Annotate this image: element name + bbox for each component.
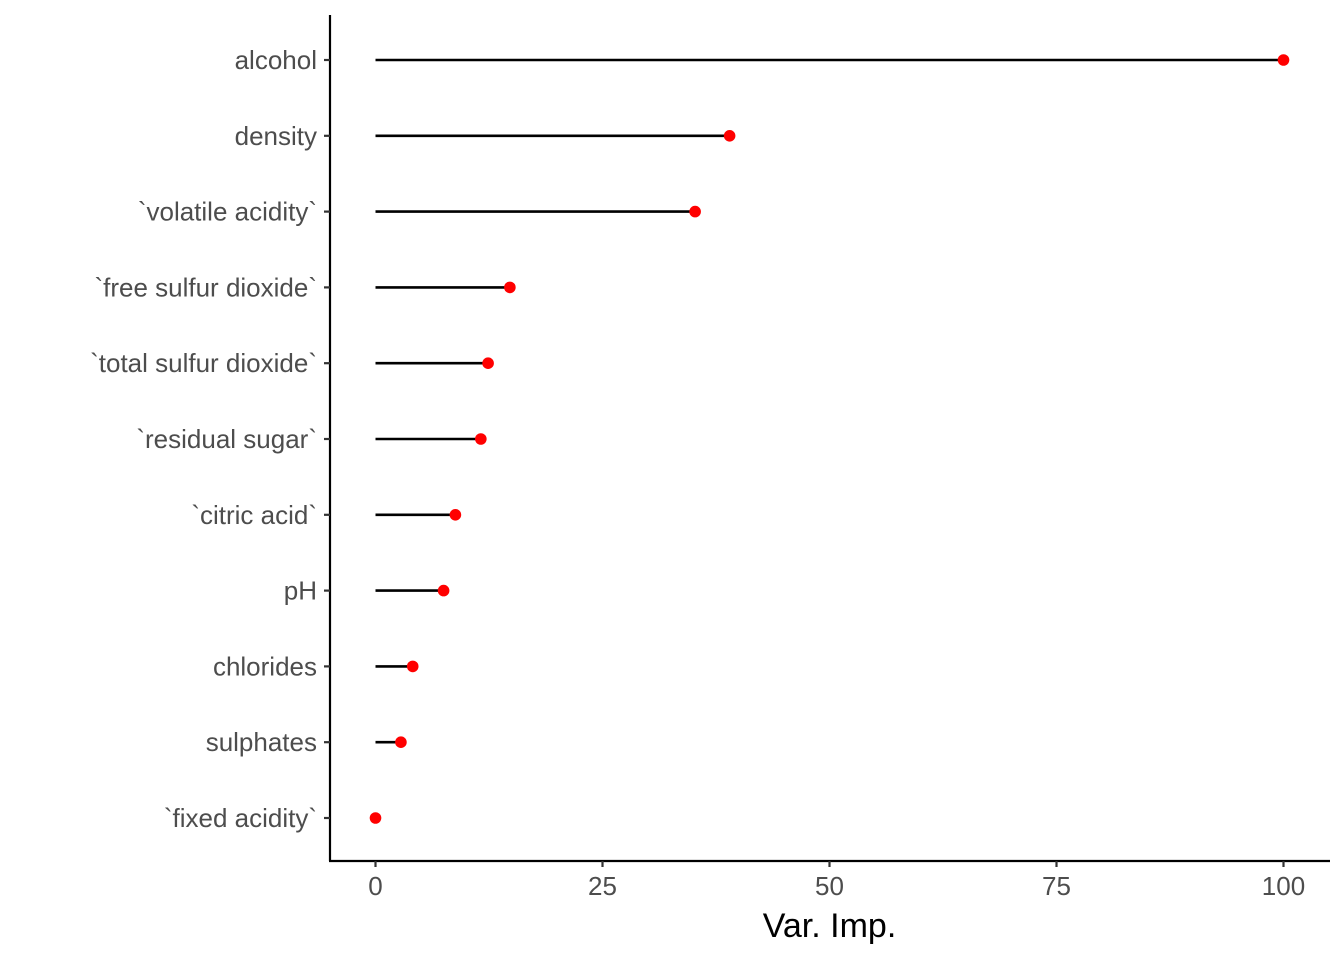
y-tick-label: `free sulfur dioxide` (94, 272, 317, 302)
y-tick-label: `citric acid` (191, 500, 317, 530)
lollipop-point (395, 736, 407, 748)
lollipop-point (689, 205, 701, 218)
y-tick-label: sulphates (206, 727, 317, 757)
x-axis: 0 25 50 75 100 (368, 861, 1305, 901)
x-tick-label: 25 (588, 871, 617, 901)
x-axis-title: Var. Imp. (763, 907, 897, 945)
y-tick-label: chlorides (213, 651, 317, 681)
lollipop-point (482, 357, 494, 370)
y-tick-label: alcohol (235, 45, 317, 75)
x-tick-label: 50 (815, 871, 844, 901)
lollipop-point (475, 433, 487, 445)
x-tick-label: 100 (1262, 871, 1305, 901)
y-tick-label: `total sulfur dioxide` (90, 348, 317, 378)
lollipop-point (504, 281, 516, 294)
y-tick-label: `fixed acidity` (164, 803, 317, 833)
lollipop-point (723, 130, 736, 142)
lollipop-point (369, 812, 382, 824)
lollipop-point (437, 584, 450, 597)
lollipop-point (449, 509, 462, 521)
y-tick-label: `volatile acidity` (138, 197, 317, 227)
x-tick-label: 0 (368, 871, 382, 901)
y-tick-label: pH (284, 576, 317, 606)
x-tick-label: 75 (1042, 871, 1071, 901)
y-axis: alcohol density `volatile acidity` `free su… (90, 45, 330, 833)
y-tick-label: density (235, 121, 317, 151)
lollipop-point (406, 660, 419, 673)
y-tick-label: `residual sugar` (136, 424, 317, 454)
lollipop-point (1277, 54, 1290, 66)
chart-marks (369, 54, 1290, 824)
